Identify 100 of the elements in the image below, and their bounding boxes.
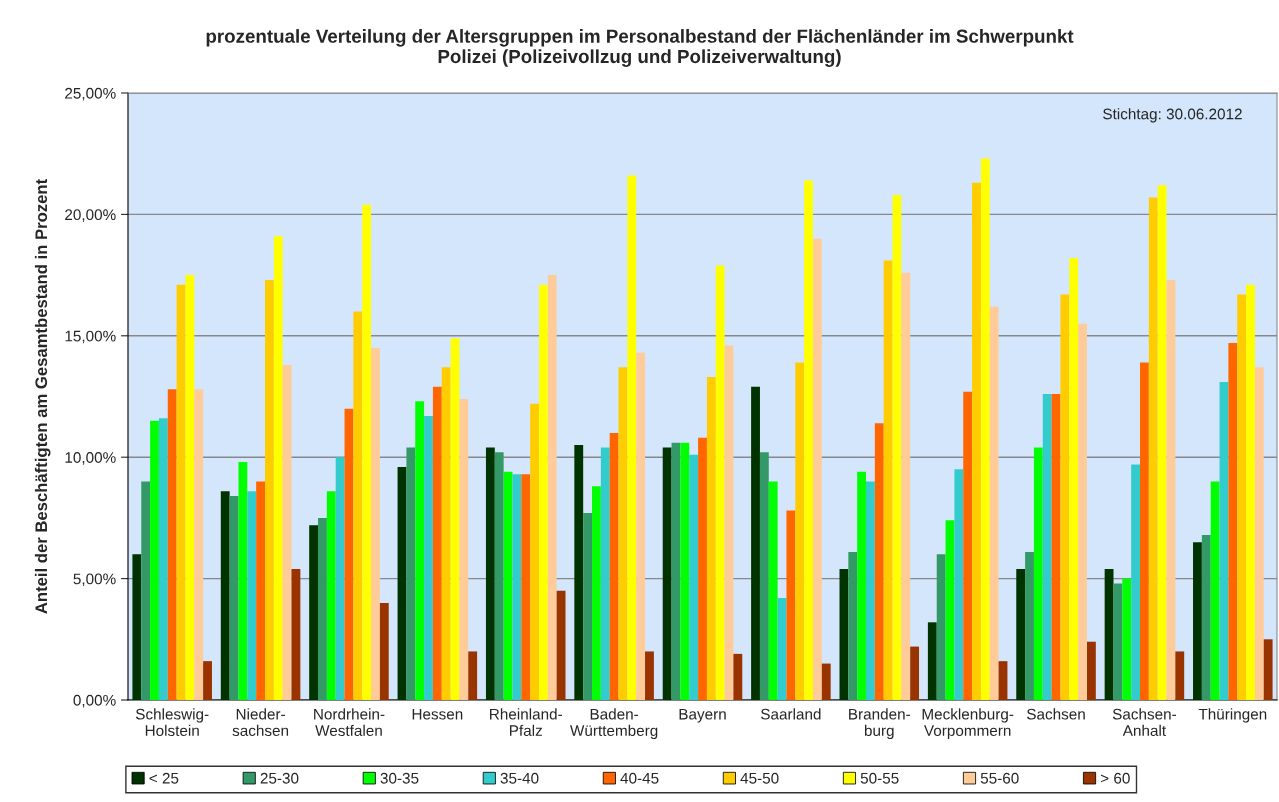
bar	[362, 204, 372, 700]
bar	[812, 238, 822, 700]
bar	[282, 364, 292, 700]
x-tick-label: Nieder- sachsen	[232, 708, 289, 737]
legend-label: > 60	[1100, 772, 1130, 784]
bar	[759, 452, 769, 700]
x-tick-label: Branden- burg	[849, 708, 911, 740]
bar	[910, 646, 920, 700]
bar	[963, 391, 973, 700]
x-tick-label: Mecklenburg- Vorpommern	[922, 708, 1014, 740]
bar	[424, 415, 433, 700]
bar	[680, 442, 690, 700]
bar	[998, 661, 1008, 700]
bar	[1263, 639, 1273, 700]
bar	[132, 554, 142, 700]
bar	[768, 481, 778, 700]
x-tick-label: Rheinland- Pfalz	[490, 708, 562, 737]
bar	[1042, 394, 1052, 700]
bar	[344, 408, 354, 700]
bar	[1166, 279, 1176, 700]
bar	[318, 517, 327, 700]
bar	[1016, 568, 1026, 700]
bar	[706, 377, 716, 700]
bar	[229, 496, 239, 700]
bar	[954, 469, 964, 700]
legend-label: 45-50	[740, 772, 779, 784]
bar	[441, 367, 451, 700]
bar	[1148, 197, 1158, 700]
bar	[857, 471, 867, 700]
bar	[662, 447, 672, 700]
bar	[309, 525, 319, 700]
bar	[1025, 551, 1034, 700]
bar	[927, 622, 937, 700]
bar	[1254, 367, 1264, 700]
bar	[1113, 583, 1123, 700]
bar	[733, 653, 743, 700]
bar	[468, 651, 478, 700]
bar	[415, 401, 425, 700]
bar	[547, 275, 557, 700]
legend-label: 40-45	[620, 772, 659, 784]
bar	[238, 462, 248, 700]
bar	[273, 236, 283, 700]
bar	[503, 471, 513, 700]
bar	[1175, 651, 1185, 700]
x-tick-label: Baden- Württemberg	[570, 708, 658, 740]
bar	[530, 403, 539, 700]
bar	[751, 386, 760, 700]
bar	[185, 275, 195, 700]
x-tick-label: Thüringen	[1198, 708, 1267, 723]
y-tick-label: 20,00%	[65, 209, 116, 222]
bar	[1069, 258, 1079, 700]
bar	[804, 180, 813, 700]
bar	[874, 423, 884, 700]
bar	[1086, 641, 1096, 700]
bar	[786, 510, 796, 700]
y-tick-label: 10,00%	[65, 452, 116, 465]
bar	[609, 432, 619, 700]
bar	[618, 367, 628, 700]
bar	[397, 466, 407, 700]
bar	[521, 474, 531, 700]
bar	[1078, 323, 1087, 700]
bar	[176, 284, 186, 700]
x-tick-label: Schleswig- Holstein	[135, 708, 209, 737]
bar	[989, 306, 999, 700]
bar	[1033, 447, 1043, 700]
bar	[158, 418, 168, 700]
bar	[406, 447, 416, 700]
bar	[203, 661, 212, 700]
bar	[1051, 394, 1061, 700]
bar	[1122, 578, 1132, 700]
bar	[892, 194, 902, 700]
bar	[150, 420, 159, 700]
bar	[883, 260, 893, 700]
bar	[512, 474, 522, 700]
bar	[247, 491, 257, 700]
bar	[167, 389, 177, 700]
bar	[194, 389, 204, 700]
bar	[326, 491, 336, 700]
chart-title: prozentuale Verteilung der Altersgruppen im Personalbestand der Flächenländer im Schwerpunkt Polizei (Polizeivollzug und Polizeiverwaltung)	[206, 29, 1074, 67]
bar	[450, 338, 460, 700]
x-tick-label: Bayern	[679, 708, 726, 723]
bar	[494, 452, 504, 700]
bar	[627, 175, 637, 700]
legend-label: 55-60	[980, 772, 1019, 784]
annotation: Stichtag: 30.06.2012	[1103, 108, 1242, 123]
bar	[353, 311, 363, 700]
bar	[1237, 294, 1247, 700]
bar	[1157, 185, 1167, 700]
bar	[371, 347, 380, 700]
y-axis-title: Anteil der Beschäftigten am Gesamtbestand in Prozent	[34, 179, 51, 614]
bar	[141, 481, 151, 700]
x-tick-label: Saarland	[761, 708, 821, 720]
x-tick-label: Sachsen- Anhalt	[1112, 708, 1177, 737]
legend-label: 25-30	[260, 772, 299, 784]
bar	[689, 454, 699, 700]
bar	[592, 486, 601, 700]
bar	[972, 182, 981, 700]
bar	[777, 598, 787, 700]
bar	[485, 447, 495, 700]
bar	[1131, 464, 1140, 700]
